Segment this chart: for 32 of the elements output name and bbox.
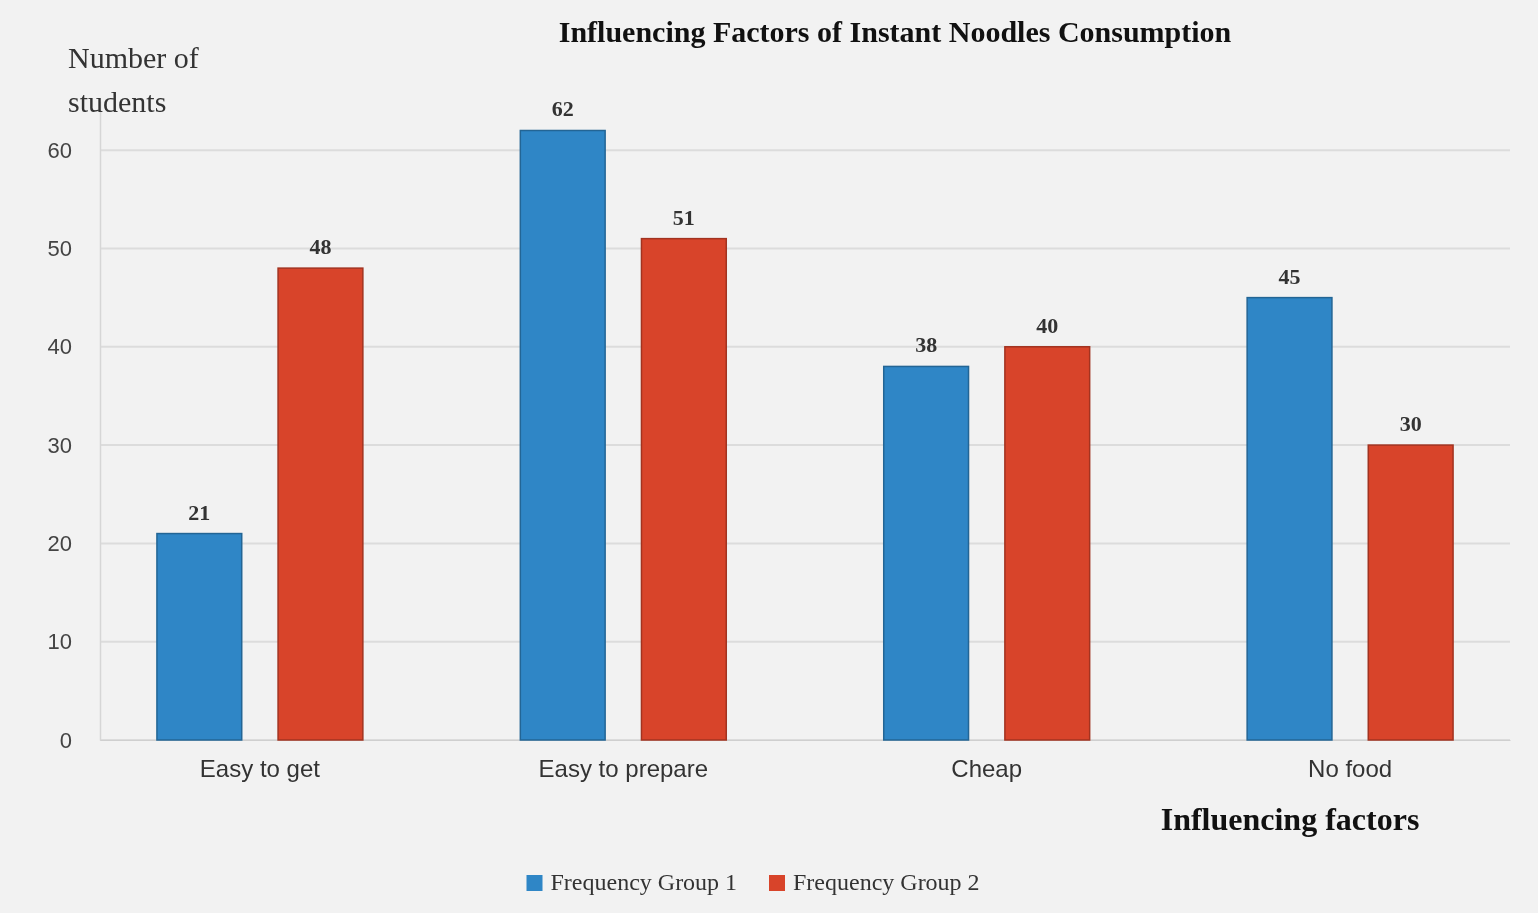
y-tick-label: 50 (47, 236, 72, 261)
bar (156, 532, 243, 741)
data-label: 30 (1399, 411, 1422, 437)
bar (882, 365, 970, 741)
y-tick-label: 0 (59, 727, 72, 753)
data-label: 21 (188, 499, 211, 525)
legend-label: Frequency Group 2 (793, 869, 980, 895)
x-tick-label: Easy to get (199, 755, 321, 783)
x-tick-label: Cheap (951, 755, 1023, 783)
x-tick-label: No food (1308, 755, 1393, 783)
bar (1367, 444, 1454, 741)
x-axis-title: Influencing factors (1160, 801, 1420, 837)
y-tick-label: 20 (47, 530, 72, 556)
bar (277, 267, 364, 741)
data-label: 38 (915, 332, 938, 358)
bar (519, 129, 606, 741)
y-tick-label: 10 (47, 629, 72, 655)
y-axis-title: Number of students (68, 41, 199, 118)
y-tick-label: 40 (47, 334, 72, 360)
y-tick-label: 60 (47, 137, 72, 163)
chart-title: Influencing Factors of Instant Noodles Consumption (558, 15, 1232, 48)
bar (1246, 296, 1333, 741)
y-tick-label: 30 (47, 432, 72, 458)
data-label: 62 (551, 96, 574, 122)
legend-label: Frequency Group 1 (550, 869, 738, 895)
bar (1004, 346, 1091, 741)
data-label: 51 (672, 204, 695, 230)
data-label: 48 (309, 234, 332, 260)
x-tick-label: Easy to prepare (538, 755, 709, 783)
data-label: 40 (1036, 312, 1059, 338)
bar (640, 237, 728, 741)
data-label: 45 (1278, 263, 1301, 289)
